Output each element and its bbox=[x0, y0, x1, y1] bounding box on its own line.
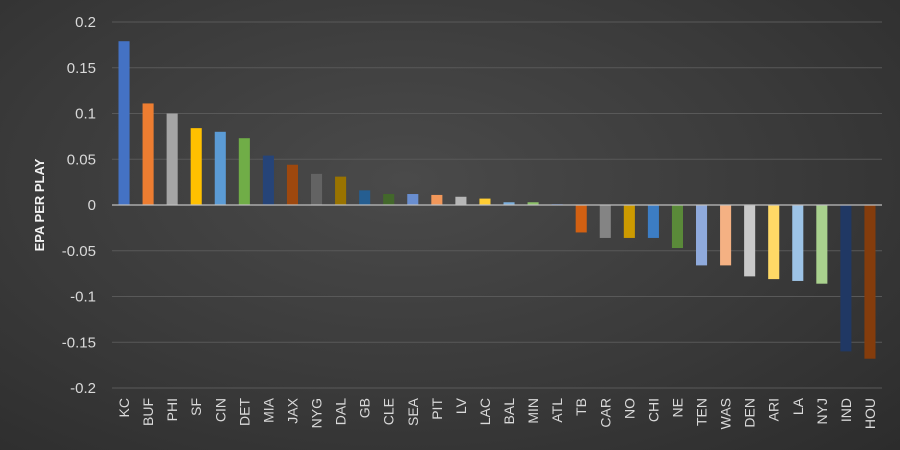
y-tick-label: -0.2 bbox=[70, 380, 96, 397]
x-axis-labels: KC BUF PHI SF CIN DET MIA JAX NYG DAL GB CLE SEA PIT L… bbox=[116, 397, 878, 429]
x-tick-label: CHI bbox=[645, 398, 661, 422]
x-tick-label: NO bbox=[621, 398, 637, 419]
x-tick-label: JAX bbox=[284, 397, 300, 423]
x-tick-label: DEN bbox=[742, 398, 758, 428]
x-tick-label: WAS bbox=[718, 398, 734, 429]
bar-tb bbox=[575, 205, 587, 233]
bar-bal bbox=[503, 202, 515, 205]
y-tick-label: 0.05 bbox=[67, 151, 96, 168]
bar-phi bbox=[166, 113, 178, 205]
y-tick-label: 0.15 bbox=[67, 60, 96, 77]
y-axis-title: EPA PER PLAY bbox=[32, 158, 47, 251]
x-tick-label: CLE bbox=[381, 398, 397, 425]
bar-den bbox=[744, 205, 756, 277]
bar-no bbox=[623, 205, 635, 238]
x-tick-label: LA bbox=[790, 397, 806, 415]
x-tick-label: PIT bbox=[429, 398, 445, 420]
y-tick-label: -0.05 bbox=[62, 243, 96, 260]
bar-mia bbox=[262, 155, 274, 205]
bar-cin bbox=[214, 131, 226, 205]
y-tick-label: -0.1 bbox=[70, 289, 96, 306]
x-tick-label: HOU bbox=[862, 398, 878, 429]
x-tick-label: TEN bbox=[694, 398, 710, 426]
bar-nyg bbox=[310, 173, 323, 205]
x-tick-label: MIN bbox=[525, 398, 541, 424]
x-tick-label: NYJ bbox=[814, 398, 830, 424]
x-tick-label: BAL bbox=[501, 398, 517, 425]
bar-det bbox=[238, 138, 250, 205]
x-tick-label: LAC bbox=[477, 398, 493, 425]
x-tick-label: ATL bbox=[549, 398, 565, 423]
bar-ind bbox=[840, 205, 852, 352]
x-tick-label: DAL bbox=[333, 398, 349, 425]
bar-car bbox=[599, 205, 611, 238]
bar-was bbox=[720, 205, 732, 266]
bar-jax bbox=[286, 164, 299, 205]
bar-hou bbox=[864, 205, 876, 359]
x-tick-label: LV bbox=[453, 397, 469, 414]
bar-dal bbox=[335, 176, 347, 205]
x-tick-label: MIA bbox=[260, 397, 276, 423]
bar-pit bbox=[431, 194, 443, 205]
bar-sf bbox=[190, 128, 202, 205]
x-tick-label: KC bbox=[116, 398, 132, 417]
x-tick-label: TB bbox=[573, 398, 589, 416]
x-tick-label: NE bbox=[669, 398, 685, 417]
x-tick-label: CIN bbox=[212, 398, 228, 422]
bar-cle bbox=[383, 194, 395, 205]
y-axis-ticks: 0.2 0.15 0.1 0.05 0 -0.05 -0.1 -0.15 -0.2 bbox=[62, 14, 96, 397]
x-tick-label: DET bbox=[236, 398, 252, 426]
x-tick-label: ARI bbox=[766, 398, 782, 421]
bar-nyj bbox=[816, 205, 828, 284]
y-tick-label: 0.2 bbox=[75, 14, 96, 31]
x-tick-label: CAR bbox=[597, 398, 613, 428]
x-tick-label: PHI bbox=[164, 398, 180, 421]
x-tick-label: BUF bbox=[140, 398, 156, 426]
bar-buf bbox=[142, 103, 154, 205]
bar-sea bbox=[407, 194, 419, 205]
bar-min bbox=[527, 202, 539, 205]
x-tick-label: NYG bbox=[309, 398, 325, 428]
x-tick-label: IND bbox=[838, 398, 854, 422]
bar-lv bbox=[455, 196, 467, 205]
bar-ari bbox=[768, 205, 780, 280]
bar-kc bbox=[118, 41, 130, 206]
x-tick-label: SF bbox=[188, 398, 204, 416]
y-tick-label: 0.1 bbox=[75, 106, 96, 123]
bar-chi bbox=[647, 205, 659, 238]
bar-lac bbox=[479, 198, 491, 205]
bars bbox=[118, 41, 876, 359]
bar-gb bbox=[359, 190, 371, 205]
y-tick-label: 0 bbox=[88, 197, 96, 214]
x-tick-label: SEA bbox=[405, 397, 421, 426]
y-tick-label: -0.15 bbox=[62, 334, 96, 351]
bar-la bbox=[792, 205, 804, 281]
x-tick-label: GB bbox=[357, 398, 373, 418]
bar-ten bbox=[695, 205, 708, 266]
bar-ne bbox=[671, 205, 684, 249]
